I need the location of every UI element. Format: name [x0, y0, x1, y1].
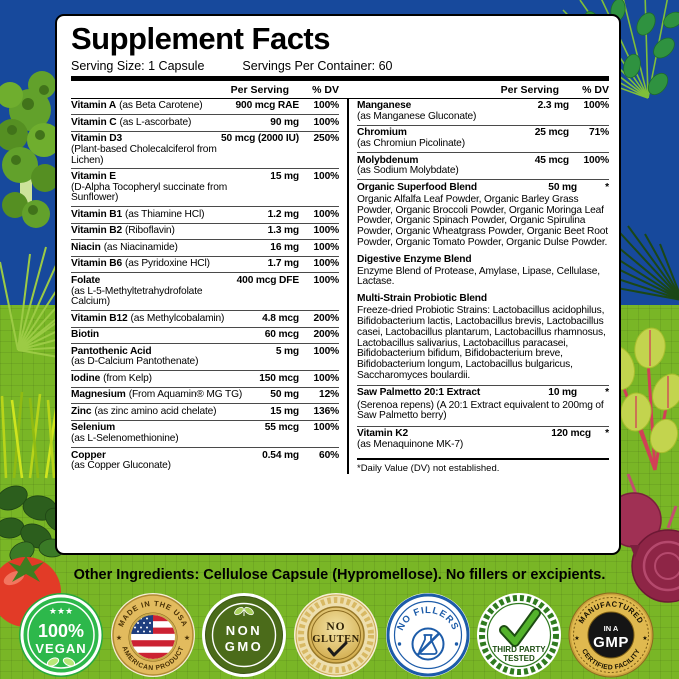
servings-per-container: Servings Per Container: 60 — [242, 58, 393, 73]
blend-dv-asterisk: * — [605, 181, 609, 193]
blend-amount: 50 mg — [548, 181, 577, 193]
columns-header: Per Serving % DV Per Serving % DV — [71, 83, 609, 99]
nutrient-row: Vitamin B1 (as Thiamine HCl) 1.2 mg 100% — [71, 206, 339, 222]
nutrient-row: Vitamin B6 (as Pyridoxine HCl) 1.7 mg 100% — [71, 255, 339, 272]
blend-row: Multi-Strain Probiotic Blend Freeze-drie… — [357, 293, 606, 381]
nutrient-row: Biotin 60 mcg 200% — [71, 326, 339, 343]
checkmark-icon — [327, 641, 348, 657]
nutrient-row: Selenium (as L-Selenomethionine) 55 mcg 100… — [71, 419, 339, 447]
nutrient-row: Magnesium (From Aquamin® MG TG) 50 mg 12% — [71, 386, 339, 403]
leaf-icon — [62, 657, 76, 667]
star-icon: ★ — [642, 635, 647, 642]
nutrient-row: Folate (as L-5-Methyltetrahydrofolate Cal… — [71, 272, 339, 310]
nutrient-row: Pantothenic Acid (as D-Calcium Pantothena… — [71, 343, 339, 370]
nutrient-row: Vitamin A (as Beta Carotene) 900 mcg RAE 10… — [71, 99, 339, 114]
dot-separator — [397, 642, 401, 646]
blend-row: Digestive Enzyme Blend Enzyme Blend of P… — [357, 253, 600, 288]
nutrient-row: Iodine (from Kelp) 150 mcg 100% — [71, 370, 339, 386]
no-gluten-badge: NO GLUTEN — [293, 593, 378, 677]
nutrient-dv: 100% — [313, 100, 340, 112]
dot-separator — [454, 642, 458, 646]
nutrient-row: Copper (as Copper Gluconate) 0.54 mg 60% — [71, 446, 339, 474]
gmp-badge: MANUFACTURED CERTIFIED FACILITY ★ ★ IN A… — [568, 592, 654, 678]
nutrient-row: Manganese (as Manganese Gluconate) 2.3 mg 1… — [357, 100, 609, 122]
gmp-label: GMP — [593, 634, 629, 651]
vegan-percent-label: 100% — [38, 621, 84, 641]
made-in-usa-badge: MADE IN THE USA AMERICAN PRODUCT ★ ★ — [110, 593, 195, 677]
daily-value-footnote: *Daily Value (DV) not established. — [357, 458, 609, 474]
thick-divider — [71, 75, 609, 81]
star-icon: ★ — [116, 634, 122, 642]
nutrient-row: Niacin (as Niacinamide) 16 mg 100% — [71, 239, 339, 255]
star-icons: ★★★ — [49, 606, 73, 616]
nutrient-row: Vitamin C (as L-ascorbate) 90 mg 100% — [71, 114, 339, 130]
leaf-icon — [46, 657, 60, 667]
nutrient-row: Molybdenum (as Sodium Molybdate) 45 mcg 100… — [357, 151, 609, 179]
nutrient-row: Vitamin E (D-Alpha Tocopheryl succinate f… — [71, 168, 339, 206]
gluten-label: GLUTEN — [312, 634, 359, 645]
nutrient-row: Zinc (as zinc amino acid chelate) 15 mg 136… — [71, 403, 339, 419]
vegan-badge: ★★★ 100% VEGAN — [19, 593, 103, 677]
nutrient-row: Vitamin B2 (Riboflavin) 1.3 mg 100% — [71, 222, 339, 239]
badge-row: ★★★ 100% VEGAN MADE IN — [18, 592, 654, 678]
per-serving-header-left: Per Serving — [230, 83, 289, 96]
nutrient-row: Vitamin D3 (Plant-based Cholecalciferol f… — [71, 130, 339, 169]
blend-description: Organic Alfalfa Leaf Powder, Organic Bar… — [357, 193, 608, 248]
checkmark-icon-inner — [501, 610, 540, 645]
saw-palmetto-row: Saw Palmetto 20:1 Extract 10 mg * (Serenoa… — [357, 384, 609, 426]
vitamin-k2-row: Vitamin K2 (as Menaquinone MK-7) 120 mcg * — [357, 425, 609, 453]
nutrient-amount: 900 mcg RAE — [235, 100, 300, 112]
sprout-icon — [234, 606, 255, 616]
supplement-facts-panel: Supplement Facts Serving Size: 1 Capsule… — [55, 14, 621, 555]
nutrient-name: Vitamin A — [71, 100, 117, 112]
facts-title: Supplement Facts — [71, 21, 331, 56]
blend-name: Organic Superfood Blend — [357, 181, 477, 193]
per-serving-header-right: Per Serving — [500, 83, 559, 96]
in-a-label: IN A — [604, 624, 619, 633]
gmo-label: GMO — [225, 639, 264, 654]
vegan-label: VEGAN — [35, 641, 86, 656]
blend-row: Organic Superfood Blend 50 mg * Organic Al… — [357, 179, 609, 252]
other-ingredients-bar: Other Ingredients: Cellulose Capsule (Hy… — [73, 567, 606, 583]
third-party-label: THIRD PARTY — [493, 645, 547, 654]
no-label: NO — [326, 621, 345, 633]
tested-label: TESTED — [504, 654, 536, 663]
dv-header-left: % DV — [312, 83, 339, 96]
star-icon: ★ — [574, 635, 579, 642]
third-party-tested-badge: THIRD PARTY TESTED — [477, 593, 562, 677]
nutrient-form: (as Beta Carotene) — [119, 100, 203, 112]
facts-right-column: Manganese (as Manganese Gluconate) 2.3 mg 1… — [347, 98, 609, 475]
star-icon: ★ — [184, 634, 190, 642]
dv-header-right: % DV — [582, 83, 609, 96]
non-label: NON — [226, 623, 262, 638]
nutrient-row: Chromium (as Chromiun Picolinate) 25 mcg 71… — [357, 124, 609, 152]
no-fillers-badge: NO FILLERS — [385, 593, 470, 677]
us-flag-icon — [130, 615, 175, 659]
non-gmo-badge: NON GMO — [202, 593, 287, 677]
broccoli-decoration — [0, 71, 61, 228]
serving-size: Serving Size: 1 Capsule — [71, 58, 205, 73]
nutrient-row: Vitamin B12 (as Methylcobalamin) 4.8 mcg 20… — [71, 310, 339, 326]
no-fillers-flask-icon — [411, 627, 445, 661]
facts-left-column: Vitamin A (as Beta Carotene) 900 mcg RAE 10… — [71, 99, 339, 475]
